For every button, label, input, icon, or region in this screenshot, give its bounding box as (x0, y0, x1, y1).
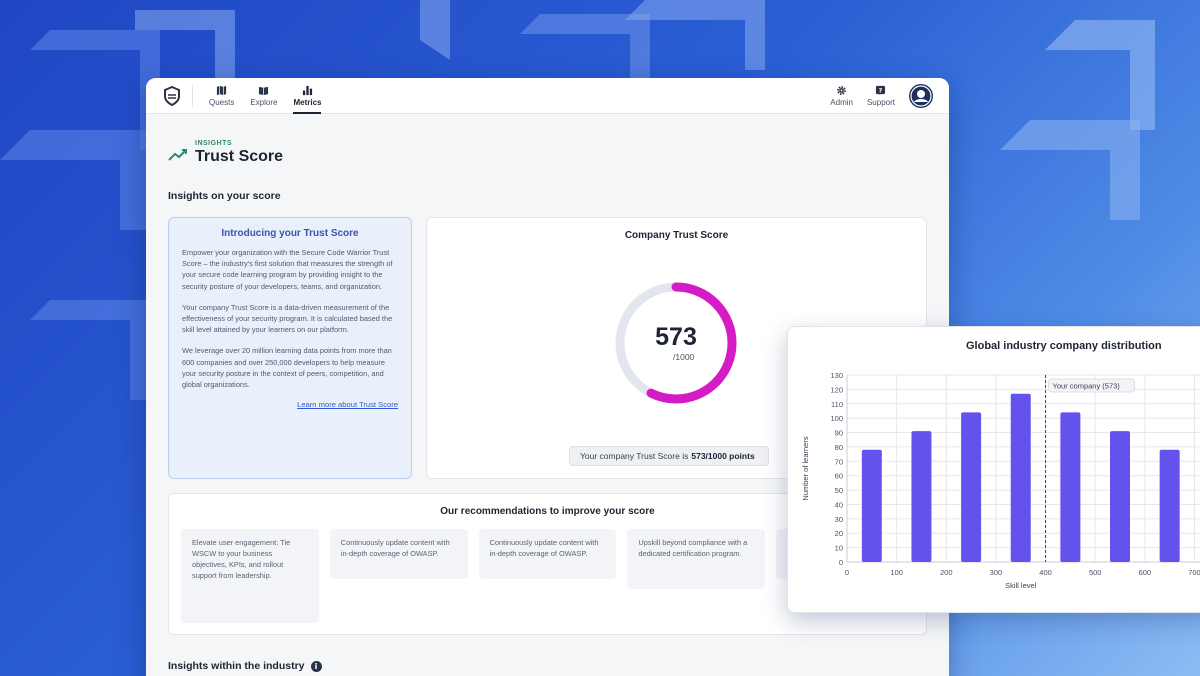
info-icon[interactable]: i (310, 660, 322, 672)
intro-paragraph: Your company Trust Score is a data-drive… (182, 302, 393, 335)
nav-divider (192, 84, 193, 107)
map-icon (217, 85, 227, 95)
score-summary-pill: Your company Trust Score is 573/1000 poi… (569, 446, 769, 466)
chart-title: Global industry company distribution (966, 340, 1162, 352)
y-tick-label: 110 (831, 400, 843, 409)
gauge-arc (615, 282, 737, 404)
background-chevron (30, 300, 150, 400)
score-gauge (615, 282, 737, 404)
bar (1159, 449, 1180, 562)
svg-text:?: ? (879, 86, 883, 94)
gear-icon (837, 85, 847, 95)
y-tick-label: 80 (835, 443, 843, 452)
bar-chart-icon (302, 85, 313, 95)
score-card-title: Company Trust Score (624, 230, 729, 241)
x-tick-label: 300 (990, 568, 1003, 577)
y-tick-label: 10 (835, 544, 843, 553)
x-tick-label: 700 (1188, 568, 1200, 577)
distribution-chart: 0 10 20 30 40 50 60 70 80 90 100 110 120 130 0 100 200 30… (801, 371, 1200, 590)
bar (1060, 412, 1081, 562)
recommendation-item[interactable]: Elevate user engagement: Tie WSCW to you… (181, 529, 319, 623)
bar (911, 431, 932, 562)
bar (961, 412, 982, 562)
x-tick-label: 500 (1089, 568, 1102, 577)
avatar-icon (910, 84, 932, 107)
shield-logo-icon[interactable] (162, 85, 182, 106)
background-chevron (420, 0, 460, 60)
background-chevron (520, 14, 650, 84)
score-pill-prefix: Your company Trust Score is (580, 451, 689, 461)
intro-title: Introducing your Trust Score (221, 228, 359, 239)
y-tick-label: 100 (830, 414, 843, 423)
score-max: /1000 (673, 352, 695, 362)
y-tick-label: 50 (835, 486, 843, 495)
y-tick-label: 0 (839, 558, 843, 567)
recommendations-title: Our recommendations to improve your scor… (440, 506, 655, 517)
recommendation-item[interactable]: Continuously update content with in-dept… (478, 529, 617, 579)
nav-explore[interactable]: Explore (250, 78, 277, 114)
page-title: Trust Score (195, 148, 284, 165)
page-header: INSIGHTS Trust Score (168, 140, 927, 166)
y-tick-label: 30 (835, 515, 843, 524)
y-tick-label: 90 (835, 429, 843, 438)
background-chevron (625, 0, 765, 70)
background-chevron (1045, 20, 1155, 130)
nav-admin[interactable]: Admin (830, 78, 853, 114)
recommendation-item[interactable]: Upskill beyond compliance with a dedicat… (627, 529, 766, 589)
trend-line-icon (168, 149, 187, 161)
insights-section-title: Insights on your score (168, 190, 281, 202)
nav-metrics[interactable]: Metrics (293, 78, 322, 114)
help-icon: ? (876, 85, 886, 95)
intro-card: Introducing your Trust Score Empower you… (168, 217, 412, 479)
distribution-chart-card: Global industry company distribution 0 10… (787, 326, 1200, 613)
y-tick-label: 130 (830, 371, 843, 380)
y-tick-label: 40 (835, 500, 843, 509)
y-tick-label: 70 (835, 457, 843, 466)
y-tick-label: 120 (830, 385, 843, 394)
background-chevron (135, 10, 245, 80)
bar (861, 449, 882, 562)
company-marker-badge (1048, 378, 1136, 393)
nav-quests[interactable]: Quests (209, 78, 234, 114)
x-tick-label: 400 (1039, 568, 1052, 577)
bar (1010, 393, 1031, 562)
page-eyebrow: INSIGHTS (195, 140, 233, 147)
industry-title-text: Insights within the industry (168, 660, 305, 672)
score-value: 573 (655, 323, 697, 351)
x-tick-label: 600 (1139, 568, 1152, 577)
nav-support[interactable]: ? Support (867, 78, 895, 114)
x-axis-title: Skill level (1005, 581, 1037, 590)
y-tick-label: 20 (835, 529, 843, 538)
learn-more-link[interactable]: Learn more about Trust Score (297, 400, 398, 410)
intro-paragraph: Empower your organization with the Secur… (182, 248, 393, 291)
nav-explore-label: Explore (250, 97, 278, 107)
nav-support-label: Support (866, 97, 895, 107)
x-tick-label: 100 (890, 568, 903, 577)
y-axis-title: Number of learners (801, 436, 810, 500)
background-chevron (0, 130, 150, 230)
intro-paragraph: We leverage over 20 million learning dat… (182, 346, 392, 390)
nav-admin-label: Admin (830, 97, 853, 107)
recommendation-item[interactable]: Continuously update content with in-dept… (329, 529, 468, 579)
top-navigation: Quests Explore Metrics Admin ? Support (146, 78, 949, 114)
score-pill-value: 573/1000 points (691, 451, 755, 461)
x-tick-label: 200 (940, 568, 953, 577)
user-avatar[interactable] (909, 83, 933, 108)
company-marker-label: Your company (573) (1053, 382, 1121, 391)
y-tick-label: 60 (835, 472, 843, 481)
nav-quests-label: Quests (209, 97, 235, 107)
book-icon (259, 86, 269, 95)
x-tick-label: 0 (845, 568, 849, 577)
bar (1110, 431, 1131, 562)
industry-section-title: Insights within the industry i (168, 660, 322, 672)
background-chevron (1000, 120, 1140, 220)
nav-metrics-label: Metrics (293, 97, 322, 107)
